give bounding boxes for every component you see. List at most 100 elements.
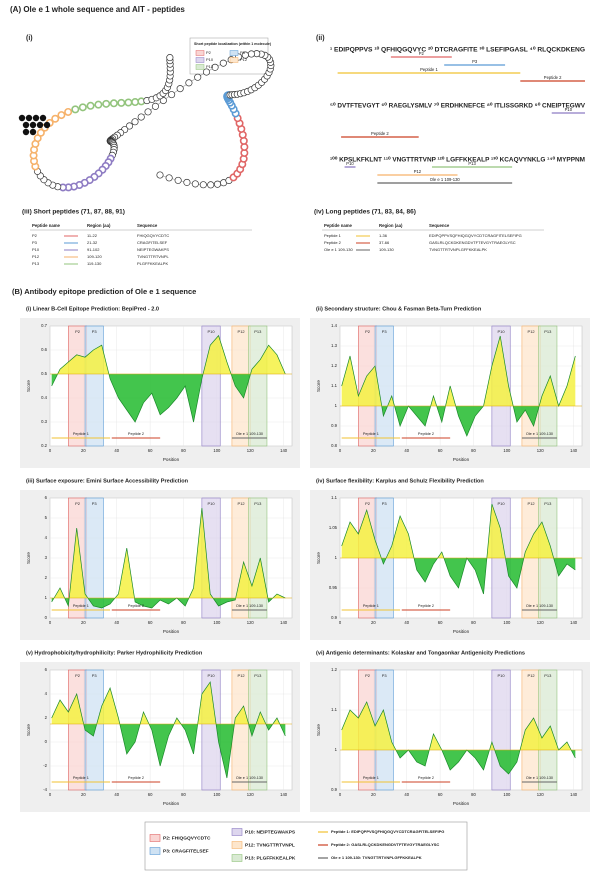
x-tick-label: 40 <box>114 620 119 625</box>
table-cell: Peptide 2 <box>324 240 342 245</box>
x-axis-label: Position <box>453 801 470 806</box>
table-cell: P2 <box>32 233 38 238</box>
long-peptide-label: Peptide 2 <box>418 604 434 608</box>
panel-label: (i) <box>26 35 33 42</box>
bead <box>111 100 117 106</box>
bead <box>95 101 101 107</box>
peptide-box-label: P10 <box>497 501 505 506</box>
bead <box>248 51 254 57</box>
table-cell: 21-32 <box>87 240 98 245</box>
x-tick-label: 20 <box>371 620 376 625</box>
bead <box>152 103 158 109</box>
x-tick-label: 80 <box>471 792 476 797</box>
peptide-box-label: P2 <box>75 501 81 506</box>
localization-swatch <box>196 58 204 63</box>
peptide-box-label: P2 <box>75 329 81 334</box>
glycan-bead <box>23 129 29 135</box>
bead <box>177 85 183 91</box>
table-cell: GASLRLQCKDKENGDVTFTEVGYTRAEGLYSC <box>429 240 516 245</box>
table-cell: 1-36 <box>379 233 388 238</box>
legend-swatch <box>232 842 242 849</box>
y-axis-label: Score <box>26 724 31 736</box>
table-header: Peptide name <box>324 223 353 228</box>
bead <box>145 109 151 115</box>
legend-label: Peptide 2: GASLRLQCKDKENGDVTFTEVGYTRAEGL… <box>331 842 439 847</box>
x-tick-label: 80 <box>471 620 476 625</box>
panel-title: (iii) Surface exposure: Emini Surface Ac… <box>26 478 189 484</box>
bead <box>58 112 64 118</box>
peptide-box-label: P12 <box>238 673 246 678</box>
localization-label: P12 <box>240 57 248 62</box>
peptide-box-label: P13 <box>544 673 552 678</box>
localization-label: P3 <box>240 50 246 55</box>
legend-label: Peptide 1: EDIPQPPVSQFHIQGQVYCDTCRAGFITE… <box>331 829 444 834</box>
x-tick-label: 60 <box>148 448 153 453</box>
peptide-box <box>85 326 103 446</box>
x-tick-label: 20 <box>371 792 376 797</box>
x-tick-label: 20 <box>81 620 86 625</box>
long-peptide-label: Peptide 2 <box>418 776 434 780</box>
table-header: Sequence <box>429 223 450 228</box>
y-tick-label: 1.05 <box>329 525 338 530</box>
localization-swatch <box>196 51 204 56</box>
peptide-box-label: P3 <box>382 329 388 334</box>
localization-label: P13 <box>206 64 214 69</box>
peptide-box-label: P13 <box>254 501 262 506</box>
peptide-box-label: P3 <box>92 329 98 334</box>
x-tick-label: 40 <box>114 792 119 797</box>
x-tick-label: 20 <box>81 448 86 453</box>
bead <box>72 106 78 112</box>
y-tick-label: 1.4 <box>331 323 337 328</box>
table-cell: P12 <box>32 254 40 259</box>
peptide-box <box>249 498 267 618</box>
table-header: Peptide name <box>32 223 61 228</box>
table-cell: 119-130 <box>87 261 102 266</box>
peptide-underline-label: P12 <box>414 169 422 174</box>
peptide-box-label: P3 <box>92 501 98 506</box>
x-tick-label: 140 <box>280 620 288 625</box>
x-tick-label: 100 <box>503 448 511 453</box>
x-tick-label: 140 <box>570 792 578 797</box>
sequence-line: ⁵⁰ DVTFTEVGYT ⁶⁰ RAEGLYSMLV ⁷⁰ ERDHKNEFC… <box>330 103 586 110</box>
peptide-box-label: P13 <box>544 501 552 506</box>
table-cell: 91-102 <box>87 247 100 252</box>
x-tick-label: 140 <box>280 792 288 797</box>
peptide-underline-label: Ole e 1 109-130 <box>430 177 461 182</box>
table-cell: 109-120 <box>87 254 102 259</box>
x-axis-label: Position <box>163 629 180 634</box>
bead <box>186 80 192 86</box>
x-tick-label: 60 <box>148 792 153 797</box>
localization-label: P10 <box>206 57 214 62</box>
panel-label: (ii) <box>316 35 325 42</box>
x-tick-label: 140 <box>280 448 288 453</box>
table-cell: Ole e 1 109-130 <box>324 247 353 252</box>
x-tick-label: 80 <box>471 448 476 453</box>
peptide-box <box>232 670 250 790</box>
x-tick-label: 140 <box>570 620 578 625</box>
bead <box>220 60 226 66</box>
peptide-box-label: P3 <box>382 501 388 506</box>
long-peptide-label: Peptide 1 <box>363 604 379 608</box>
y-tick-label: 0.9 <box>331 423 337 428</box>
x-tick-label: 60 <box>438 792 443 797</box>
y-tick-label: 0.6 <box>41 347 47 352</box>
x-axis-label: Position <box>453 457 470 462</box>
table-cell: PLGFFKKEALPK <box>137 261 168 266</box>
peptide-box-label: P2 <box>365 673 371 678</box>
long-peptide-label: Peptide 1 <box>363 432 379 436</box>
peptide-underline-label: P2 <box>419 51 425 56</box>
table-cell: NEIPTEGWAKPS <box>137 247 169 252</box>
legend-label: P12: TVNGTTRTVNPL <box>245 842 295 848</box>
x-tick-label: 60 <box>148 620 153 625</box>
table-cell: TVNGTTRTVNPL <box>137 254 169 259</box>
x-axis-label: Position <box>163 801 180 806</box>
table-cell: P3 <box>32 240 38 245</box>
long-peptide-label: Peptide 2 <box>128 776 144 780</box>
peptide-box <box>68 670 86 790</box>
x-tick-label: 120 <box>247 620 255 625</box>
bead <box>214 181 220 187</box>
y-axis-label: Score <box>316 724 321 736</box>
legend-label: P10: NEIPTEGWAKPS <box>245 829 296 835</box>
y-tick-label: 0.95 <box>329 585 338 590</box>
y-tick-label: 0.9 <box>331 615 337 620</box>
